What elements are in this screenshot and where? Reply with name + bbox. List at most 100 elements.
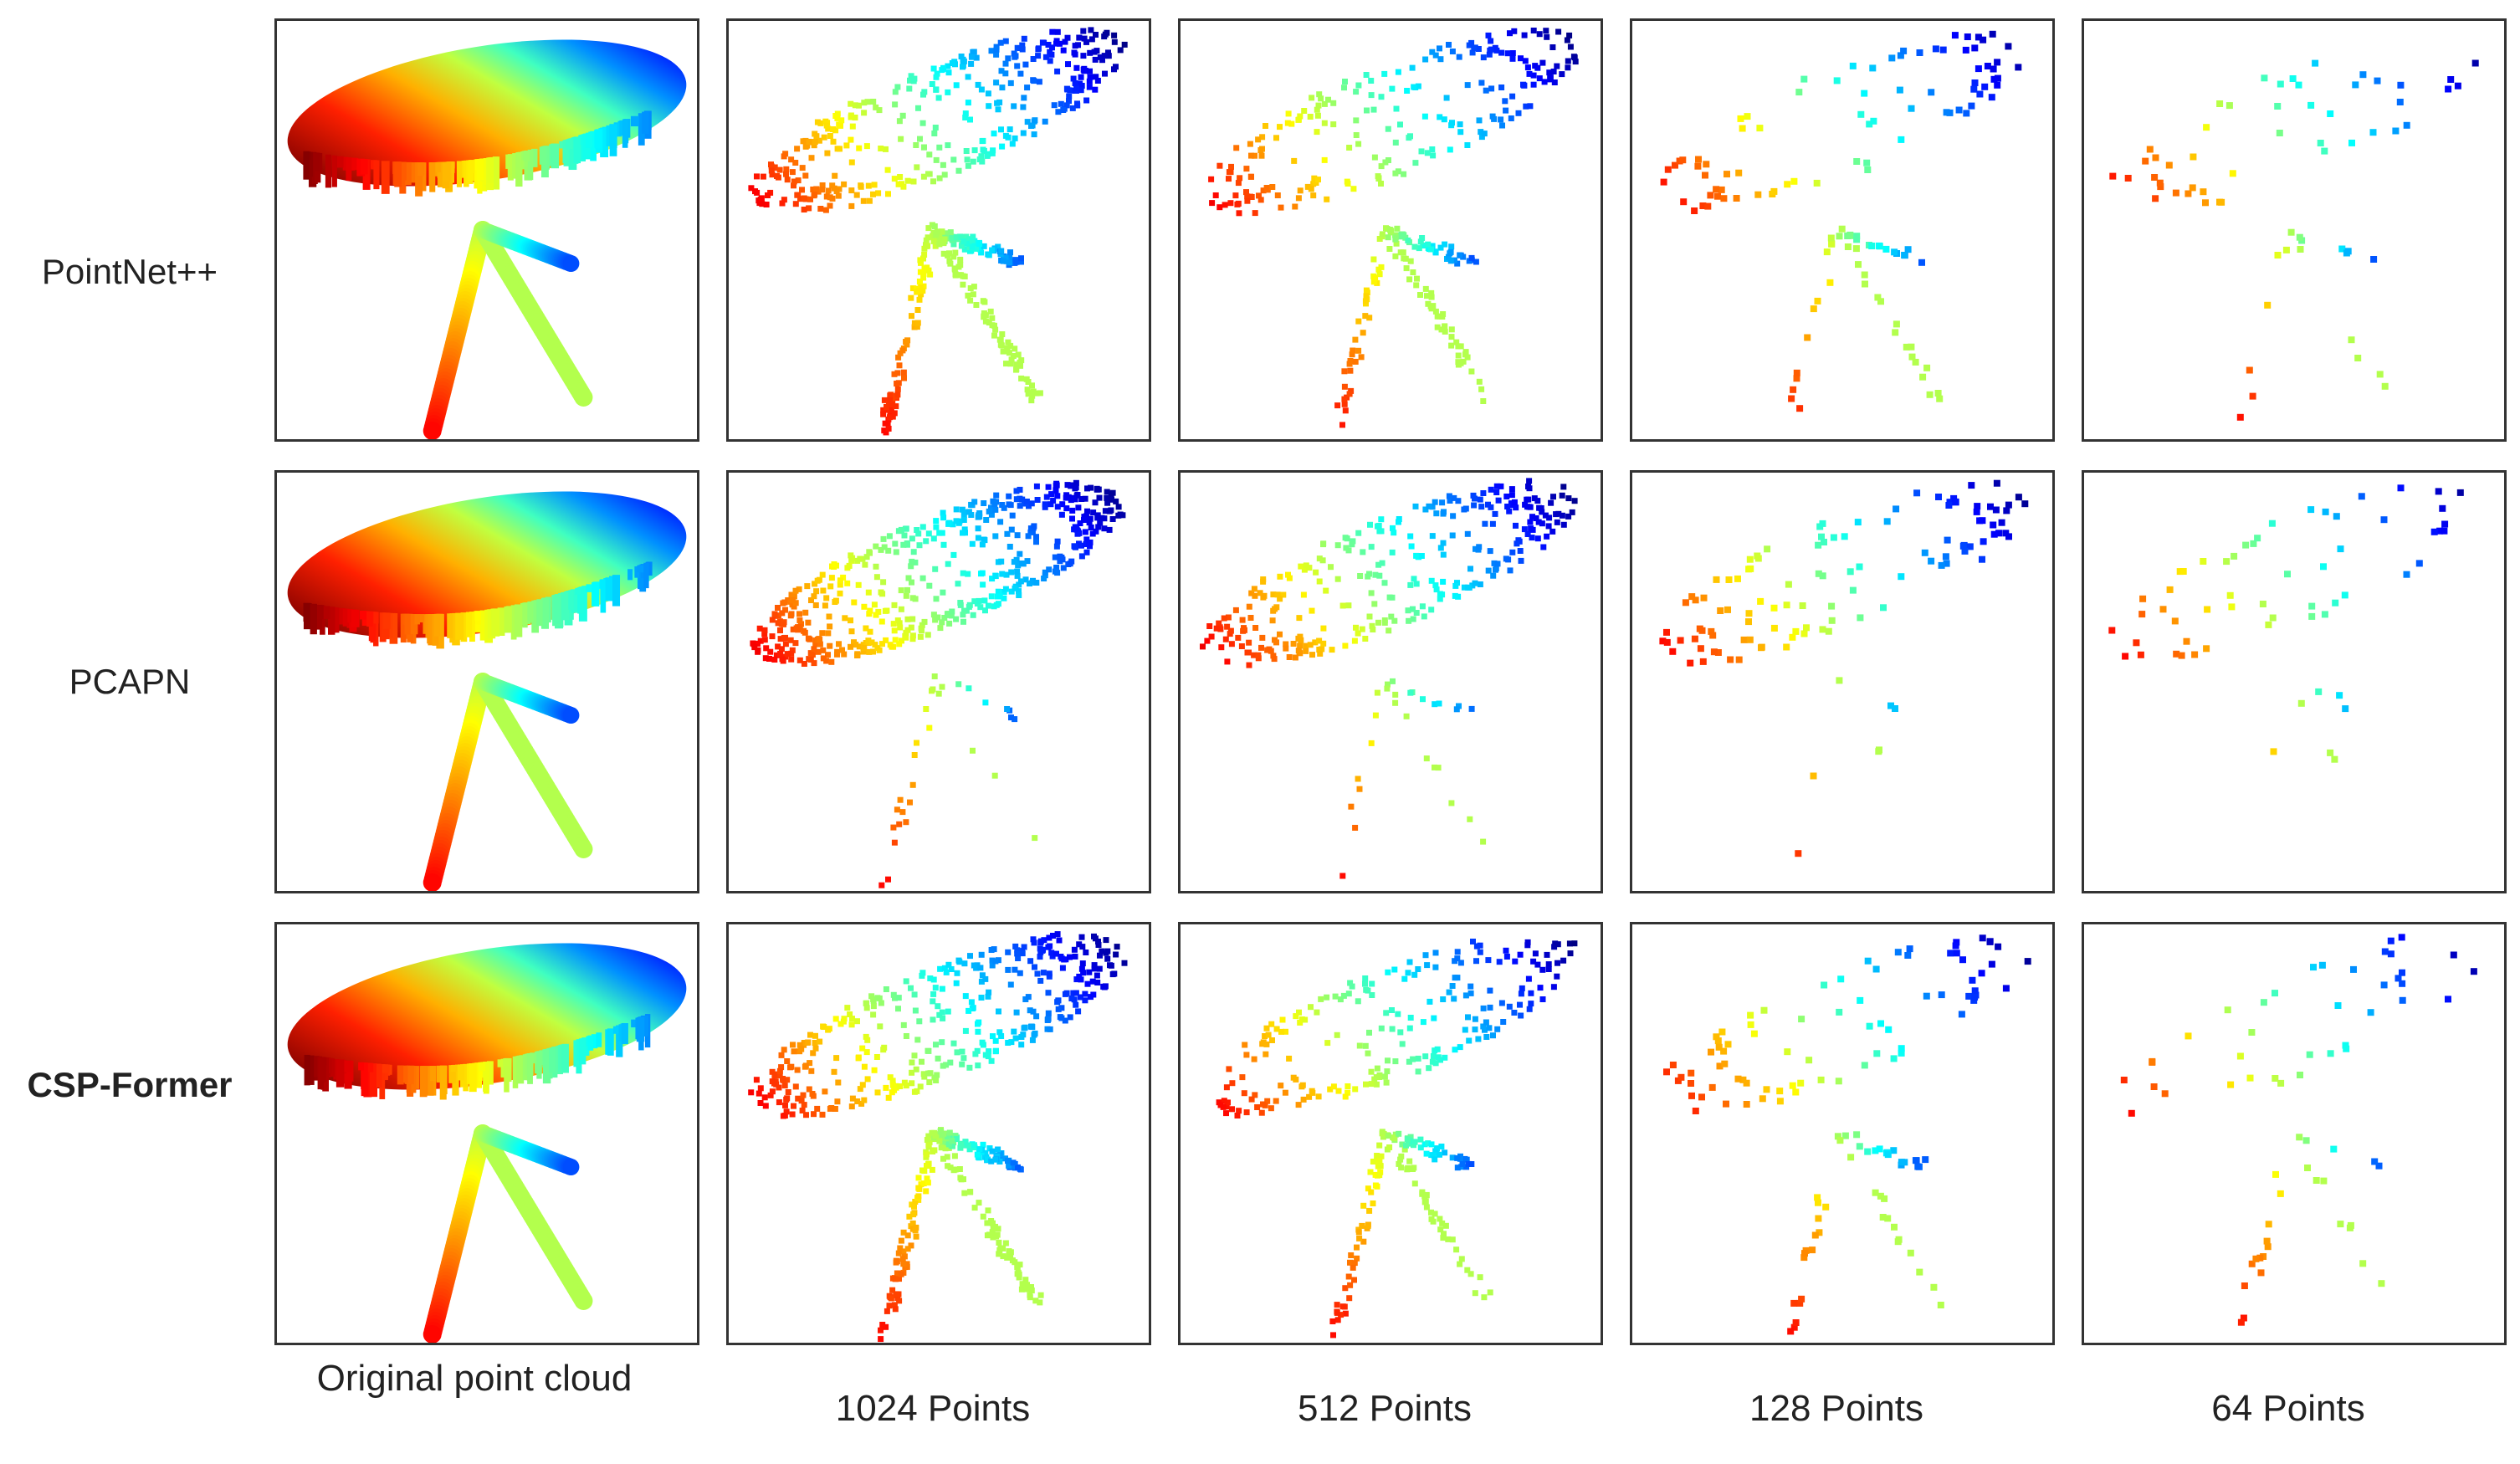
point	[1047, 501, 1054, 508]
point	[955, 167, 962, 174]
point	[2178, 652, 2185, 659]
point	[1227, 169, 1234, 176]
point	[2274, 103, 2282, 110]
point	[1864, 166, 1872, 173]
point	[775, 612, 781, 619]
point	[785, 1089, 791, 1095]
point	[891, 1302, 898, 1308]
point	[2378, 1280, 2385, 1287]
point	[1008, 1039, 1015, 1046]
point	[1073, 990, 1079, 996]
point	[1081, 35, 1088, 42]
point	[1078, 87, 1084, 94]
point	[991, 772, 998, 779]
point	[1759, 1095, 1766, 1103]
point	[848, 1021, 855, 1028]
point	[1815, 541, 1822, 549]
point	[938, 1144, 945, 1151]
point	[1042, 118, 1048, 125]
point	[909, 632, 916, 639]
point	[944, 1154, 950, 1160]
point	[1316, 555, 1323, 562]
point	[2367, 1009, 2374, 1016]
point	[989, 962, 996, 969]
point	[861, 1097, 868, 1103]
point	[1828, 240, 1836, 248]
point	[1526, 70, 1533, 77]
point	[1070, 75, 1077, 82]
point	[1987, 503, 1994, 510]
point	[1437, 1151, 1442, 1158]
point	[1551, 79, 1558, 85]
point	[2289, 75, 2297, 82]
point	[957, 262, 964, 269]
point	[1472, 580, 1478, 586]
point	[918, 291, 925, 298]
point	[1534, 535, 1541, 542]
point	[757, 637, 764, 644]
point	[1113, 498, 1119, 504]
point	[863, 1000, 869, 1006]
point	[1395, 168, 1401, 175]
point	[930, 998, 936, 1005]
point	[400, 161, 407, 181]
point	[334, 607, 340, 633]
point	[870, 99, 877, 105]
point	[1374, 279, 1380, 286]
point	[2236, 413, 2244, 421]
point	[1495, 497, 1502, 504]
point	[981, 243, 987, 249]
point	[1518, 557, 1524, 564]
point	[1555, 960, 1560, 966]
point	[954, 970, 960, 976]
point	[1321, 120, 1328, 126]
point	[960, 58, 967, 64]
point	[2171, 617, 2179, 625]
point	[1554, 519, 1560, 525]
point	[1457, 121, 1463, 128]
point	[769, 617, 776, 623]
point	[1708, 1048, 1714, 1056]
point	[1218, 644, 1225, 651]
point	[2248, 1260, 2256, 1267]
point	[1357, 573, 1364, 579]
point	[899, 347, 906, 354]
point	[1494, 561, 1501, 567]
point	[803, 1112, 809, 1118]
point	[1404, 88, 1411, 94]
point	[1488, 85, 1495, 92]
point	[1419, 603, 1426, 610]
point	[1660, 178, 1667, 186]
point	[986, 989, 992, 996]
point	[863, 1005, 870, 1011]
point	[1912, 358, 1919, 366]
point	[1035, 53, 1042, 59]
point	[998, 1033, 1005, 1039]
point	[404, 613, 412, 635]
point	[904, 1232, 911, 1239]
point	[976, 156, 983, 162]
point	[1498, 49, 1505, 56]
point	[1536, 75, 1543, 82]
point	[1254, 1104, 1261, 1110]
point	[960, 618, 966, 625]
point	[2200, 188, 2207, 196]
point	[781, 635, 788, 641]
point	[1874, 294, 1882, 301]
point	[895, 354, 902, 361]
point	[1228, 641, 1235, 648]
point	[1325, 96, 1331, 103]
point	[1097, 952, 1103, 959]
point	[2272, 990, 2278, 997]
point	[889, 1275, 896, 1282]
point	[812, 602, 819, 608]
point	[1093, 528, 1099, 535]
point	[939, 619, 945, 626]
point	[1279, 1016, 1286, 1023]
point	[1692, 1108, 1699, 1114]
col-label-64: 64 Points	[2211, 1388, 2365, 1429]
point	[963, 148, 970, 154]
point	[1080, 66, 1087, 73]
point	[914, 164, 920, 171]
point	[1269, 184, 1276, 190]
